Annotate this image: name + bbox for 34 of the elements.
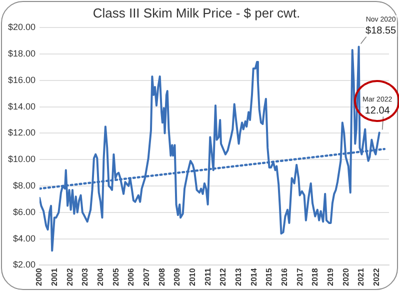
x-tick-label: 2002: [65, 268, 74, 286]
chart-title: Class III Skim Milk Price - $ per cwt.: [92, 5, 300, 20]
y-tick-label: $8.00: [12, 180, 36, 190]
x-tick-label: 2021: [356, 268, 366, 286]
x-tick-label: 2011: [203, 268, 212, 286]
x-tick-label: 2010: [188, 268, 198, 286]
x-tick-label: 2018: [310, 268, 320, 286]
x-tick-label: 2015: [264, 268, 274, 286]
x-tick-label: 2007: [142, 268, 152, 286]
y-tick-label: $16.00: [8, 74, 36, 85]
x-tick-label: 2014: [249, 268, 258, 286]
y-tick-label: $10.00: [8, 154, 36, 164]
y-tick-label: $20.00: [8, 22, 36, 32]
y-tick-label: $4.00: [12, 233, 36, 244]
x-tick-label: 2006: [126, 268, 136, 286]
x-tick-label: 2012: [218, 268, 228, 286]
x-tick-label: 2013: [234, 268, 243, 286]
y-tick-label: $18.00: [8, 48, 36, 58]
x-tick-label: 2005: [111, 268, 120, 286]
y-tick-label: $6.00: [12, 206, 36, 217]
x-tick-label: 2009: [172, 268, 182, 286]
x-tick-label: 2022: [372, 268, 381, 286]
x-tick-label: 2017: [295, 268, 304, 286]
x-tick-label: 2016: [280, 268, 289, 286]
x-tick-label: 2003: [80, 268, 90, 286]
x-tick-label: 2008: [157, 268, 166, 286]
y-tick-label: $2.00: [12, 260, 36, 270]
x-tick-label: 2000: [34, 268, 44, 286]
x-tick-label: 2004: [96, 268, 106, 286]
y-tick-label: $14.00: [8, 101, 36, 112]
y-tick-label: $12.00: [8, 128, 36, 138]
x-tick-label: 2001: [50, 268, 60, 286]
x-tick-label: 2019: [326, 268, 335, 286]
x-tick-label: 2020: [341, 268, 350, 286]
